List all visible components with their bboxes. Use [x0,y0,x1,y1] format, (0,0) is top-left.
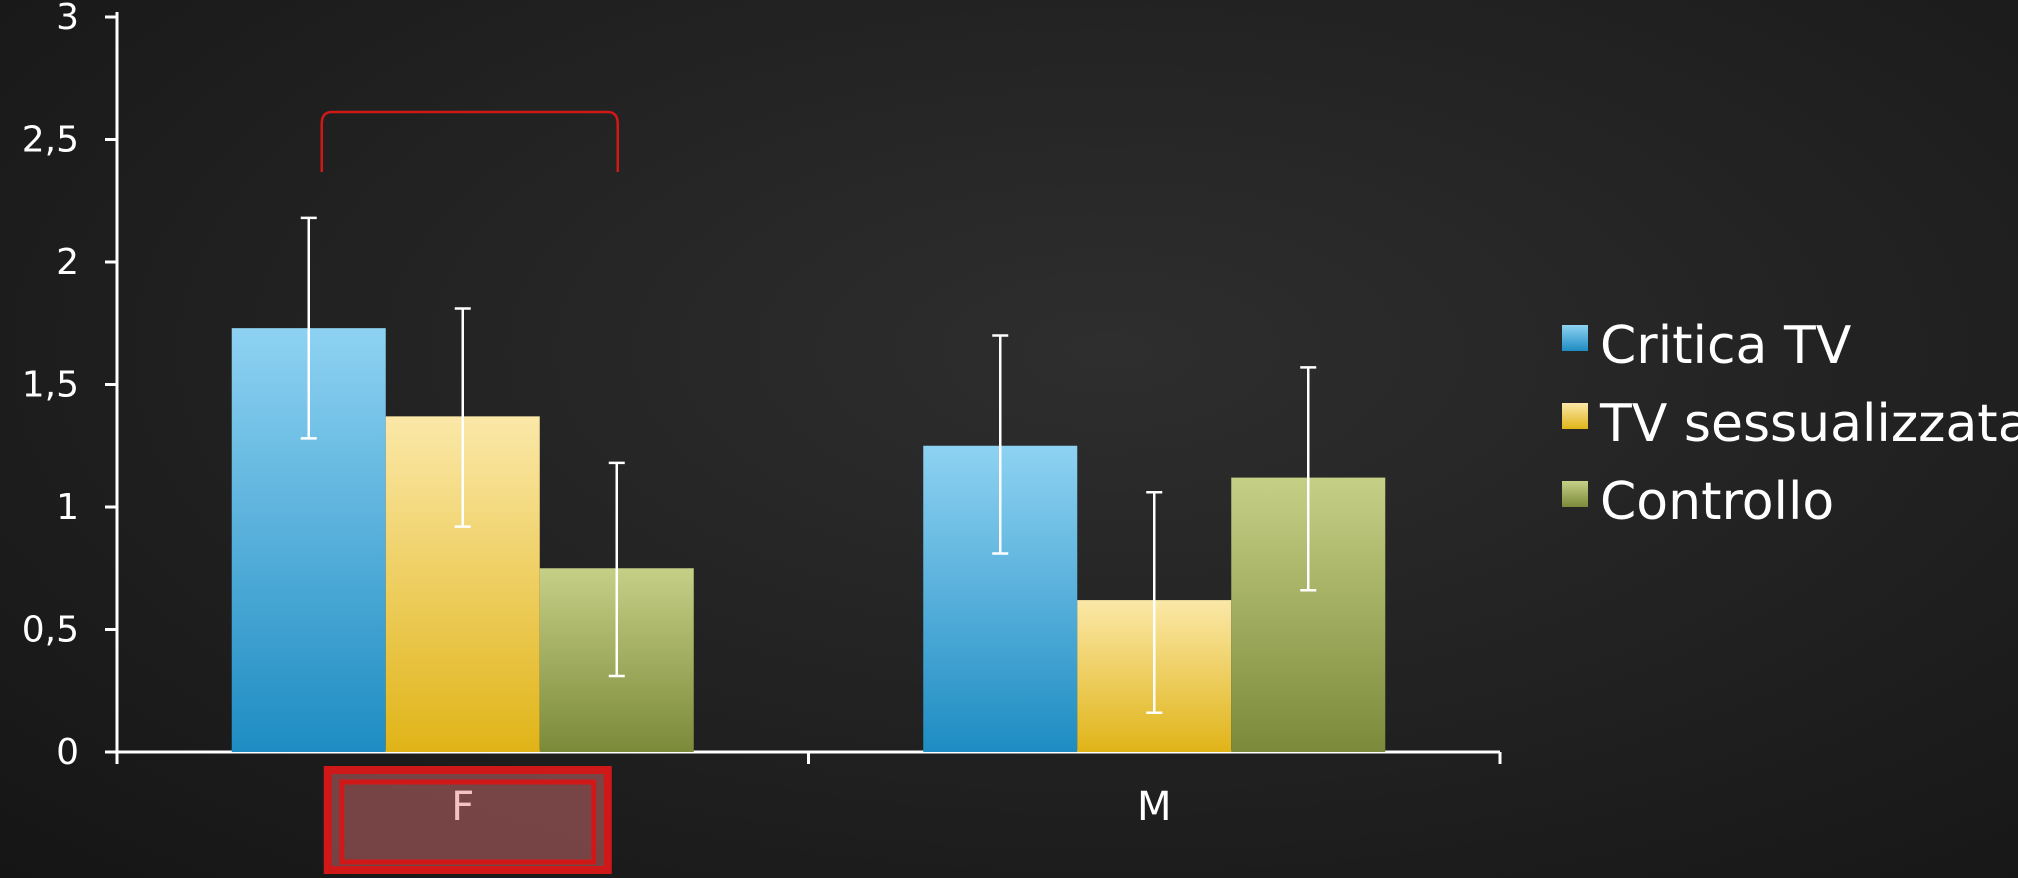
legend-swatch-2 [1562,481,1588,507]
error-bars [300,216,1317,715]
x-category-label: M [1137,784,1172,830]
bars [231,328,1386,752]
significance-bracket [320,110,619,172]
y-tick-label: 0 [56,732,79,773]
highlight-box [323,766,612,874]
legend-swatch-1 [1562,403,1588,429]
legend-swatch-0 [1562,325,1588,351]
legend-label: Critica TV [1600,316,1852,376]
y-tick-label: 1 [56,487,79,528]
legend-label: TV sessualizzata [1599,394,2018,454]
y-tick-label: 2,5 [22,120,79,161]
y-tick-label: 1,5 [22,365,79,406]
legend-label: Controllo [1600,472,1834,532]
highlight-box-inner [339,779,597,865]
legend: Critica TV TV sessualizzata Controllo [1562,316,2018,532]
annotations [320,110,619,874]
x-category-label: F [451,784,474,830]
y-tick-label: 3 [56,0,79,38]
y-tick-label: 0,5 [22,610,79,651]
y-tick-label: 2 [56,242,79,283]
